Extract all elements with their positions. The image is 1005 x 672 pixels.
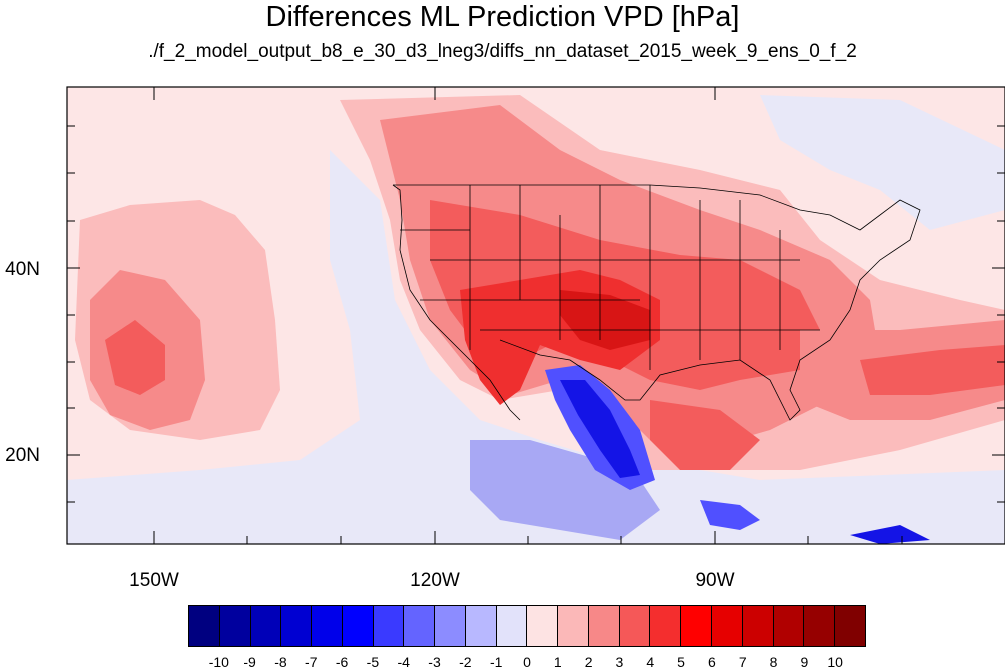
colorbar-tick-label: -5 xyxy=(366,654,380,670)
colorbar-swatch xyxy=(773,606,805,646)
colorbar-swatch xyxy=(312,606,343,646)
lon-label-150w: 150W xyxy=(129,570,179,591)
colorbar-swatch xyxy=(527,606,559,646)
colorbar-swatch xyxy=(619,606,651,646)
colorbar-swatch xyxy=(373,606,405,646)
colorbar-tick-label: -4 xyxy=(397,654,410,670)
red-area-gulf xyxy=(650,400,760,470)
colorbar-tick-label: -7 xyxy=(305,654,318,670)
colorbar-labels: -10 -9 -8 -7 -6 -5 -4 -3 -2 -1 0 1 2 3 4 5 6 7 8 9 10 xyxy=(188,654,866,672)
colorbar-swatch xyxy=(712,606,743,646)
colorbar-tick-label: 3 xyxy=(615,654,624,670)
coastline-borders xyxy=(392,184,921,421)
colorbar-tick-label: 1 xyxy=(553,654,562,670)
colorbar-tick-label: -1 xyxy=(489,654,503,670)
colorbar-tick-label: 9 xyxy=(800,654,809,670)
colorbar-swatch xyxy=(588,606,620,646)
colorbar-tick-label: -2 xyxy=(459,654,472,670)
lat-label-20n: 20N xyxy=(5,445,40,466)
chart-subtitle: ./f_2_model_output_b8_e_30_d3_lneg3/diff… xyxy=(148,41,857,62)
colorbar-swatch xyxy=(650,606,682,646)
colorbar-tick-label: -6 xyxy=(335,654,349,670)
colorbar xyxy=(188,605,866,647)
vpd-difference-map xyxy=(66,86,1005,545)
colorbar-swatch xyxy=(189,606,220,646)
colorbar-swatch xyxy=(435,606,466,646)
colorbar-tick-label: -8 xyxy=(274,654,287,670)
colorbar-tick-label: 7 xyxy=(738,654,747,670)
colorbar-swatch xyxy=(681,606,713,646)
neutral-area-north xyxy=(760,95,1005,230)
chart-title: Differences ML Prediction VPD [hPa] xyxy=(265,1,740,33)
colorbar-tick-label: 2 xyxy=(584,654,593,670)
light-blue-area-pacific-mexico xyxy=(470,440,660,540)
blue-area-southeast xyxy=(850,525,930,544)
red-area-atlantic xyxy=(860,345,1005,395)
colorbar-tick-label: -3 xyxy=(428,654,441,670)
colorbar-swatch xyxy=(742,606,774,646)
colorbar-swatch xyxy=(835,606,865,646)
colorbar-tick-label: -9 xyxy=(243,654,256,670)
plot-frame xyxy=(66,86,1005,545)
colorbar-swatch xyxy=(558,606,589,646)
colorbar-swatch xyxy=(465,606,497,646)
blue-area-caribbean xyxy=(700,500,760,530)
colorbar-tick-label: 0 xyxy=(523,654,531,670)
graticule-ticks xyxy=(67,87,1005,544)
colorbar-tick-label: -10 xyxy=(208,654,229,670)
colorbar-swatch xyxy=(804,606,836,646)
colorbar-swatch xyxy=(496,606,528,646)
red-area-pacific-core xyxy=(105,320,165,395)
colorbar-tick-label: 4 xyxy=(646,654,655,670)
colorbar-swatch xyxy=(342,606,374,646)
lat-label-40n: 40N xyxy=(5,259,40,280)
deep-blue-area-baja xyxy=(560,380,640,478)
colorbar-tick-label: 8 xyxy=(769,654,778,670)
colorbar-tick-label: 6 xyxy=(708,654,716,670)
colorbar-tick-label: 10 xyxy=(827,654,843,670)
colorbar-swatch xyxy=(250,606,282,646)
colorbar-swatch xyxy=(219,606,251,646)
lon-label-120w: 120W xyxy=(410,570,460,591)
lon-label-90w: 90W xyxy=(695,570,735,591)
colorbar-swatch xyxy=(281,606,313,646)
colorbar-tick-label: 5 xyxy=(677,654,685,670)
deep-red-area-southwest xyxy=(560,290,650,350)
colorbar-swatch xyxy=(404,606,436,646)
